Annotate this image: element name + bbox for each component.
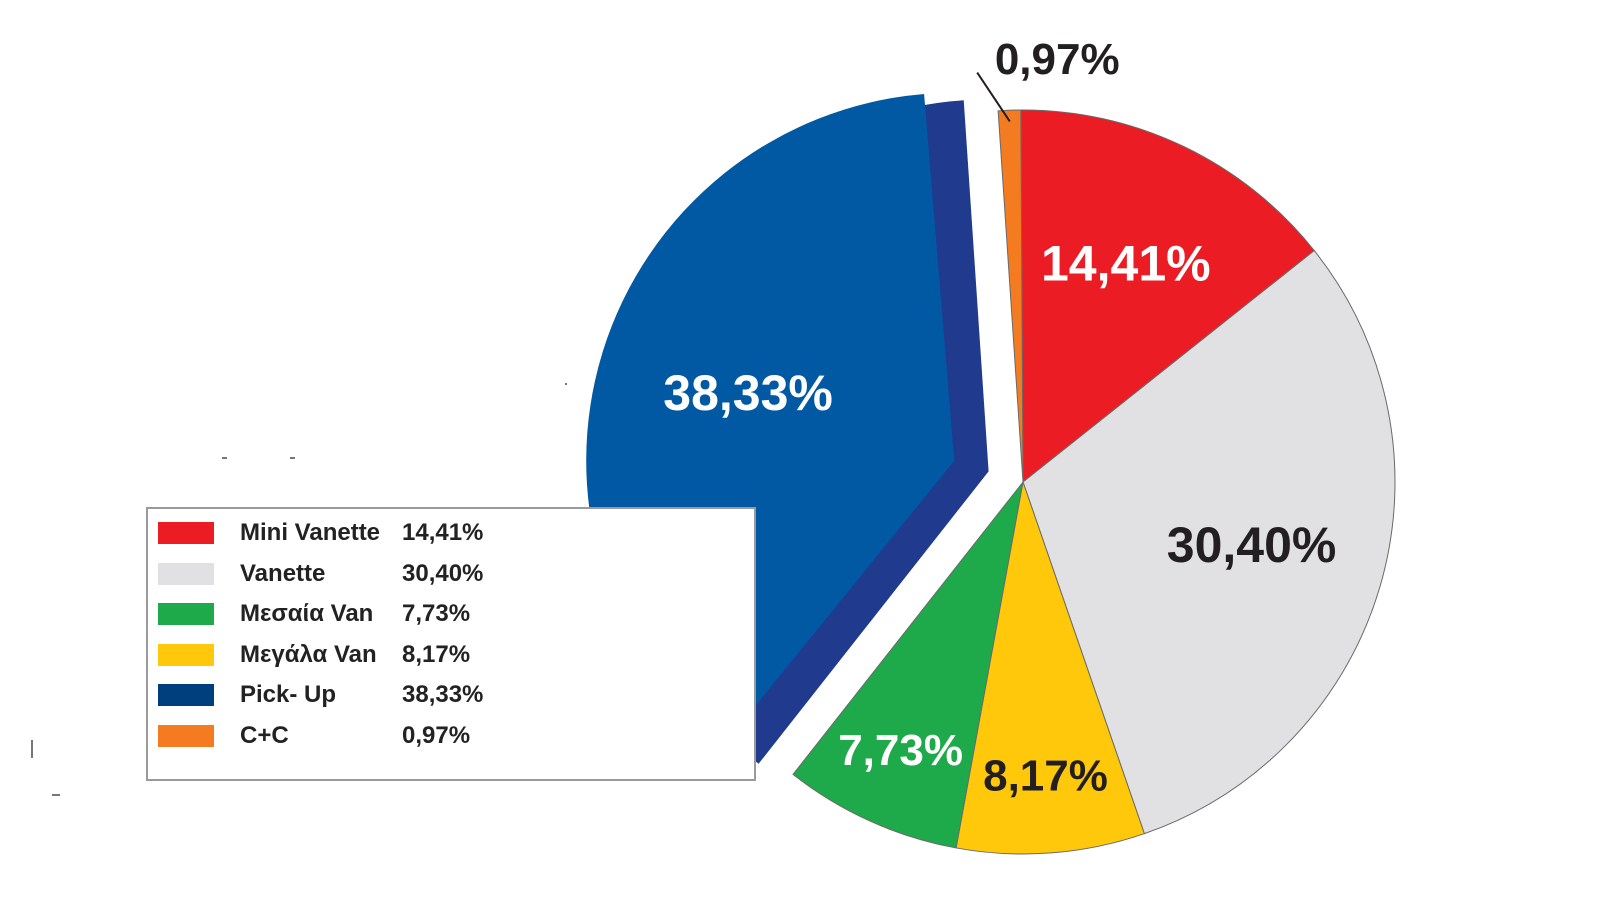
pie-slice-c-c-leader-line	[976, 72, 1011, 122]
scan-mark	[222, 457, 227, 459]
scan-mark	[290, 457, 295, 459]
legend-value: 14,41%	[402, 519, 484, 546]
pie-slice-van	[792, 481, 1024, 849]
legend-label: Vanette	[240, 559, 326, 587]
pie-slice-van	[955, 480, 1146, 855]
legend-value: 0,97%	[402, 722, 471, 749]
legend-label: Pick- Up	[240, 681, 337, 709]
pie-labels: 14,41% 30,40% 8,17% 7,73% 38,33% 0,97%	[663, 35, 1336, 800]
legend-entry: Mini Vanette 14,41%	[158, 518, 483, 548]
pie-slice-vanette	[1022, 249, 1396, 835]
legend-swatch	[158, 643, 214, 666]
slice-label-vanette: 30,40%	[1167, 517, 1337, 573]
legend-entry: Μεγάλα Van 8,17%	[158, 640, 470, 670]
legend-swatch	[158, 603, 214, 626]
scan-mark	[565, 383, 567, 385]
pie-slice-c-c	[997, 109, 1024, 483]
scan-mark	[52, 794, 60, 796]
legend-value: 30,40%	[402, 559, 484, 587]
legend-entry: Pick- Up 38,33%	[158, 680, 483, 710]
slice-label-van: 8,17%	[983, 751, 1108, 800]
pie-slice-mini-vanette	[1020, 109, 1315, 484]
legend-value: 38,33%	[402, 681, 484, 709]
slice-label-mini-vanette: 14,41%	[1041, 236, 1211, 292]
legend-value: 7,73%	[402, 600, 471, 628]
legend-entry: C+C 0,97%	[158, 721, 470, 751]
legend-swatch	[158, 725, 214, 747]
legend-value: 8,17%	[402, 640, 471, 668]
legend-swatch	[158, 684, 214, 707]
slice-label-pick-up: 38,33%	[663, 365, 833, 421]
legend-swatch	[158, 522, 214, 544]
slice-label-c-c: 0,97%	[995, 35, 1120, 84]
legend-label: Mini Vanette	[240, 519, 381, 546]
legend-swatch	[158, 562, 214, 585]
legend-entry: Μεσαία Van 7,73%	[158, 599, 470, 629]
slice-label-van: 7,73%	[838, 726, 963, 775]
scan-mark	[31, 740, 33, 758]
legend-entry: Vanette 30,40%	[158, 559, 483, 589]
legend-label: Μεσαία Van	[240, 600, 374, 628]
legend-label: Μεγάλα Van	[240, 640, 377, 668]
legend-label: C+C	[240, 722, 289, 749]
chart-legend: Mini Vanette 14,41% Vanette 30,40% Μεσαία Va…	[146, 507, 756, 781]
